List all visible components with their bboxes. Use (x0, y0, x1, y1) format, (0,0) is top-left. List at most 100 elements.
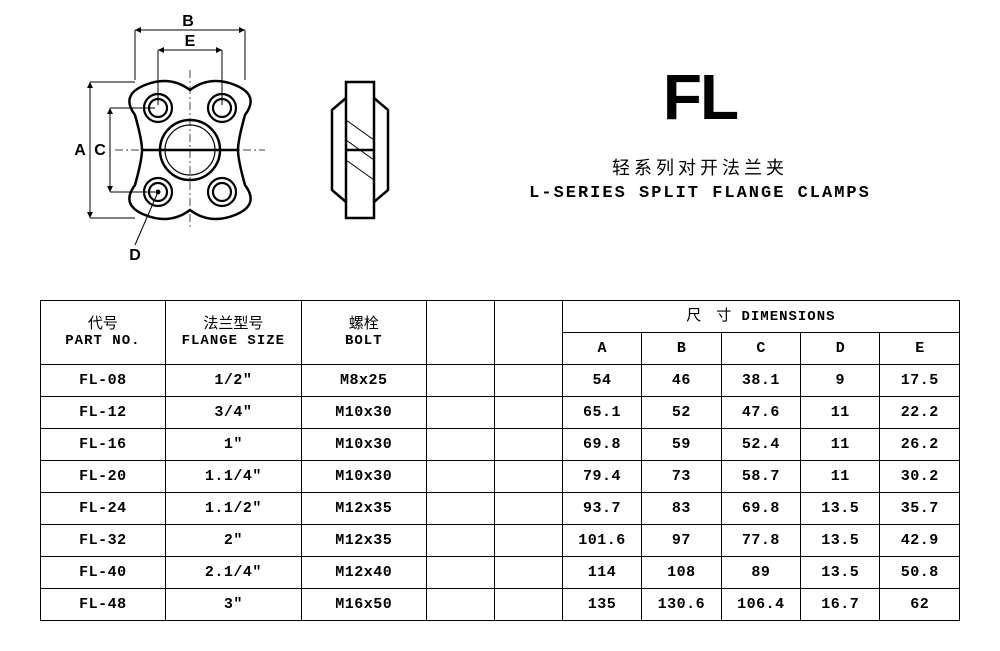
cell-blank1 (426, 397, 494, 429)
technical-drawing: B E A C (40, 20, 440, 270)
cell-flange: 2.1/4" (165, 557, 301, 589)
cell-D: 16.7 (801, 589, 880, 621)
cell-B: 73 (642, 461, 721, 493)
cell-E: 50.8 (880, 557, 960, 589)
cell-flange: 1.1/2" (165, 493, 301, 525)
table-row: FL-161"M10x3069.85952.41126.2 (41, 429, 960, 461)
cell-blank2 (494, 397, 562, 429)
hdr-dimensions: 尺 寸 DIMENSIONS (562, 301, 959, 333)
cell-flange: 3" (165, 589, 301, 621)
cell-D: 11 (801, 397, 880, 429)
cell-E: 26.2 (880, 429, 960, 461)
cell-bolt: M10x30 (301, 397, 426, 429)
cell-B: 46 (642, 365, 721, 397)
cell-flange: 1" (165, 429, 301, 461)
table-body: FL-081/2"M8x25544638.1917.5FL-123/4"M10x… (41, 365, 960, 621)
cell-bolt: M8x25 (301, 365, 426, 397)
hdr-flange: 法兰型号 FLANGE SIZE (165, 301, 301, 365)
cell-C: 106.4 (721, 589, 800, 621)
cell-blank2 (494, 589, 562, 621)
cell-A: 101.6 (562, 525, 641, 557)
cell-B: 97 (642, 525, 721, 557)
cell-A: 135 (562, 589, 641, 621)
cell-B: 83 (642, 493, 721, 525)
hdr-B: B (642, 333, 721, 365)
cell-E: 35.7 (880, 493, 960, 525)
cell-C: 38.1 (721, 365, 800, 397)
dim-label-C: C (94, 142, 106, 159)
hdr-part-no: 代号 PART NO. (41, 301, 166, 365)
table-row: FL-322"M12x35101.69777.813.542.9 (41, 525, 960, 557)
subtitle-en: L-SERIES SPLIT FLANGE CLAMPS (440, 184, 960, 203)
cell-C: 69.8 (721, 493, 800, 525)
cell-B: 130.6 (642, 589, 721, 621)
cell-flange: 1.1/4" (165, 461, 301, 493)
cell-blank2 (494, 461, 562, 493)
hdr-E: E (880, 333, 960, 365)
cell-blank1 (426, 493, 494, 525)
table-row: FL-402.1/4"M12x40 1141088913.550.8 (41, 557, 960, 589)
cell-bolt: M12x40 (301, 557, 426, 589)
hdr-A: A (562, 333, 641, 365)
cell-bolt: M12x35 (301, 525, 426, 557)
cell-blank2 (494, 429, 562, 461)
cell-D: 13.5 (801, 525, 880, 557)
cell-A: 65.1 (562, 397, 641, 429)
dim-label-E: E (185, 33, 196, 50)
table-row: FL-241.1/2"M12x3593.78369.813.535.7 (41, 493, 960, 525)
cell-part-no: FL-48 (41, 589, 166, 621)
cell-bolt: M16x50 (301, 589, 426, 621)
cell-part-no: FL-40 (41, 557, 166, 589)
dim-label-A: A (74, 142, 86, 159)
cell-flange: 1/2" (165, 365, 301, 397)
table-row: FL-081/2"M8x25544638.1917.5 (41, 365, 960, 397)
subtitle-cn: 轻系列对开法兰夹 (440, 154, 960, 180)
cell-E: 22.2 (880, 397, 960, 429)
dim-label-B: B (182, 13, 194, 30)
dim-label-D: D (129, 247, 141, 264)
cell-E: 62 (880, 589, 960, 621)
hdr-C: C (721, 333, 800, 365)
cell-B: 108 (642, 557, 721, 589)
cell-C: 89 (721, 557, 800, 589)
cell-part-no: FL-20 (41, 461, 166, 493)
cell-D: 13.5 (801, 493, 880, 525)
cell-B: 52 (642, 397, 721, 429)
hdr-bolt: 螺栓 BOLT (301, 301, 426, 365)
heading-area: FL 轻系列对开法兰夹 L-SERIES SPLIT FLANGE CLAMPS (440, 20, 960, 203)
cell-blank1 (426, 365, 494, 397)
hdr-blank2 (494, 301, 562, 365)
cell-part-no: FL-32 (41, 525, 166, 557)
cell-blank1 (426, 557, 494, 589)
spec-table: 代号 PART NO. 法兰型号 FLANGE SIZE 螺栓 BOLT 尺 寸… (40, 300, 960, 621)
cell-blank2 (494, 557, 562, 589)
cell-E: 30.2 (880, 461, 960, 493)
cell-D: 11 (801, 429, 880, 461)
product-code: FL (440, 60, 960, 134)
hdr-blank1 (426, 301, 494, 365)
cell-blank1 (426, 429, 494, 461)
cell-part-no: FL-08 (41, 365, 166, 397)
cell-A: 69.8 (562, 429, 641, 461)
cell-part-no: FL-24 (41, 493, 166, 525)
cell-part-no: FL-12 (41, 397, 166, 429)
cell-C: 47.6 (721, 397, 800, 429)
cell-bolt: M12x35 (301, 493, 426, 525)
cell-C: 58.7 (721, 461, 800, 493)
cell-blank1 (426, 589, 494, 621)
cell-D: 11 (801, 461, 880, 493)
cell-bolt: M10x30 (301, 461, 426, 493)
cell-flange: 3/4" (165, 397, 301, 429)
cell-part-no: FL-16 (41, 429, 166, 461)
cell-blank2 (494, 525, 562, 557)
cell-A: 114 (562, 557, 641, 589)
cell-E: 17.5 (880, 365, 960, 397)
cell-blank1 (426, 525, 494, 557)
cell-C: 77.8 (721, 525, 800, 557)
cell-D: 13.5 (801, 557, 880, 589)
cell-B: 59 (642, 429, 721, 461)
cell-bolt: M10x30 (301, 429, 426, 461)
cell-A: 54 (562, 365, 641, 397)
cell-blank2 (494, 365, 562, 397)
cell-A: 79.4 (562, 461, 641, 493)
